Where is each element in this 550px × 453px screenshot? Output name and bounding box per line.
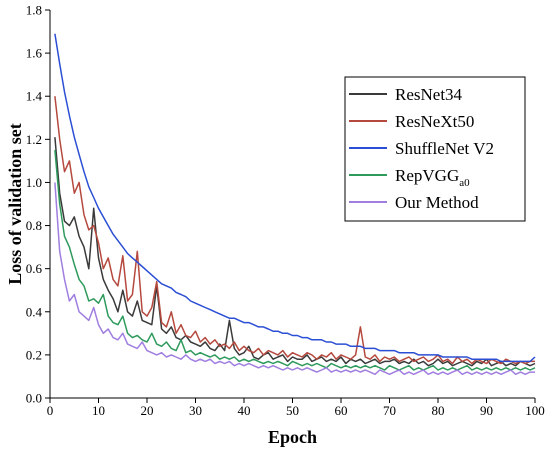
x-tick-label: 30	[189, 403, 202, 418]
legend-label-main: ResNet34	[395, 85, 463, 104]
y-axis-title: Loss of validation set	[5, 123, 25, 285]
y-tick-label: 1.6	[26, 46, 43, 61]
legend-label: ShuffleNet V2	[395, 139, 494, 158]
x-ticks: 0 10 20 30 40 50 60 70 80 90 100	[47, 398, 545, 418]
legend-label-main: ShuffleNet V2	[395, 139, 494, 158]
y-tick-label: 1.0	[26, 175, 42, 190]
y-tick-label: 1.4	[26, 89, 43, 104]
legend-label-main: Our Method	[395, 193, 479, 212]
series-line-resnext50	[54, 96, 535, 365]
series-layer	[54, 33, 536, 376]
x-tick-label: 0	[47, 403, 54, 418]
x-tick-label: 90	[480, 403, 493, 418]
y-tick-label: 0.4	[26, 304, 43, 319]
legend-label-main: ResNeXt50	[395, 112, 474, 131]
x-tick-label: 50	[286, 403, 299, 418]
x-tick-label: 60	[335, 403, 348, 418]
legend: ResNet34 ResNeXt50 ShuffleNet V2 RepVGGa0 Ou…	[344, 76, 526, 222]
y-tick-label: 0.8	[26, 218, 42, 233]
series-line-shufflenet-v2	[54, 33, 536, 363]
x-tick-label: 100	[525, 403, 545, 418]
x-tick-label: 10	[92, 403, 105, 418]
series-line-repvgga0	[54, 150, 536, 371]
legend-label: ResNet34	[395, 85, 463, 104]
legend-label: Our Method	[395, 193, 479, 212]
y-tick-label: 0.2	[26, 347, 42, 362]
x-tick-label: 20	[141, 403, 154, 418]
x-tick-label: 80	[432, 403, 445, 418]
y-tick-label: 0.6	[26, 261, 43, 276]
y-tick-label: 1.8	[26, 3, 42, 18]
x-tick-label: 70	[383, 403, 396, 418]
legend-label-subscript: a0	[459, 177, 470, 189]
y-tick-label: 0.0	[26, 391, 42, 406]
x-tick-label: 40	[238, 403, 251, 418]
y-tick-label: 1.2	[26, 132, 42, 147]
legend-label-main: RepVGG	[395, 166, 459, 185]
legend-label: ResNeXt50	[395, 112, 474, 131]
x-axis-title: Epoch	[268, 427, 317, 447]
series-line-resnet34	[54, 137, 536, 367]
legend-label: RepVGGa0	[395, 166, 470, 189]
series-line-our-method	[54, 182, 535, 376]
y-ticks: 0.0 0.2 0.4 0.6 0.8 1.0 1.2 1.4 1.6 1.8	[26, 3, 50, 406]
